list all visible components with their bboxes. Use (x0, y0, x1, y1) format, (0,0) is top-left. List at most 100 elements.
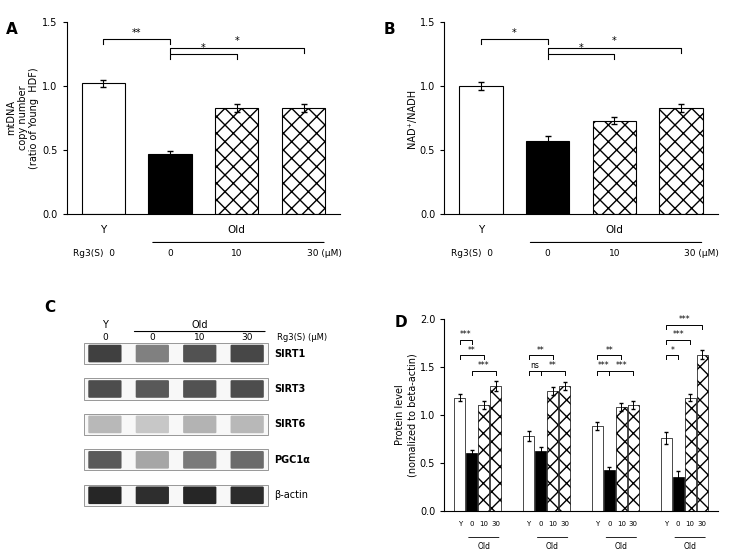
FancyBboxPatch shape (231, 451, 263, 468)
Text: Rg3(S)  0: Rg3(S) 0 (73, 249, 115, 258)
FancyBboxPatch shape (88, 345, 121, 362)
Bar (148, 154, 192, 214)
FancyBboxPatch shape (135, 416, 169, 433)
Text: B: B (384, 22, 396, 37)
Text: ***: *** (478, 361, 490, 370)
Text: A: A (7, 22, 18, 37)
Y-axis label: mtDNA
copy number
(ratio of Young  HDF): mtDNA copy number (ratio of Young HDF) (6, 67, 39, 169)
Text: **: ** (132, 28, 141, 38)
Text: 10: 10 (686, 521, 695, 527)
Text: Old: Old (615, 542, 628, 551)
Text: ***: *** (679, 315, 690, 324)
Text: ***: *** (673, 330, 684, 339)
Bar (659, 108, 703, 214)
Bar (684, 397, 696, 511)
FancyBboxPatch shape (135, 487, 169, 504)
Bar (661, 438, 672, 511)
Text: Y: Y (664, 521, 668, 527)
Text: *: * (670, 346, 674, 355)
FancyBboxPatch shape (231, 487, 263, 504)
Text: Old: Old (605, 225, 623, 235)
Bar (535, 451, 546, 511)
Text: ***: *** (616, 361, 628, 370)
FancyBboxPatch shape (88, 487, 121, 504)
Text: 0: 0 (545, 249, 551, 258)
Bar (559, 386, 570, 511)
FancyBboxPatch shape (88, 451, 121, 468)
Bar (593, 120, 636, 214)
Text: **: ** (468, 346, 476, 355)
Text: 30 (μM): 30 (μM) (684, 249, 719, 258)
FancyBboxPatch shape (231, 380, 263, 398)
Text: 10: 10 (194, 333, 206, 342)
Text: β-actin: β-actin (275, 490, 309, 500)
Bar (84, 343, 268, 364)
Bar (466, 453, 477, 511)
FancyBboxPatch shape (231, 345, 263, 362)
Text: SIRT1: SIRT1 (275, 349, 306, 359)
Text: Y: Y (595, 521, 599, 527)
Text: 10: 10 (480, 521, 488, 527)
FancyBboxPatch shape (88, 416, 121, 433)
Text: 10: 10 (617, 521, 626, 527)
Bar (696, 355, 707, 511)
Text: **: ** (536, 346, 545, 355)
Text: 0: 0 (676, 521, 680, 527)
Text: *: * (512, 28, 517, 38)
Text: Y: Y (478, 225, 484, 235)
Text: 30: 30 (560, 521, 569, 527)
Y-axis label: NAD⁺/NADH: NAD⁺/NADH (407, 88, 417, 148)
Bar (491, 386, 501, 511)
Text: ***: *** (460, 330, 471, 339)
Text: ns: ns (530, 361, 539, 370)
FancyBboxPatch shape (183, 345, 216, 362)
Text: 0: 0 (149, 333, 155, 342)
Text: Y: Y (102, 320, 108, 330)
Text: PGC1α: PGC1α (275, 455, 310, 465)
Text: Old: Old (192, 320, 208, 330)
Text: *: * (201, 43, 206, 53)
Y-axis label: Protein level
(nomalized to beta-actin): Protein level (nomalized to beta-actin) (395, 353, 417, 477)
Text: Rg3(S) (μM): Rg3(S) (μM) (278, 333, 327, 342)
Text: 10: 10 (608, 249, 620, 258)
Text: 30: 30 (241, 333, 253, 342)
FancyBboxPatch shape (88, 380, 121, 398)
FancyBboxPatch shape (135, 451, 169, 468)
FancyBboxPatch shape (183, 380, 216, 398)
Text: C: C (44, 300, 56, 315)
Text: SIRT3: SIRT3 (275, 384, 306, 394)
Bar (84, 485, 268, 506)
Bar (478, 405, 489, 511)
Bar (673, 477, 684, 511)
Text: Old: Old (477, 542, 491, 551)
Text: D: D (395, 315, 408, 330)
Text: 30: 30 (698, 521, 707, 527)
FancyBboxPatch shape (135, 380, 169, 398)
Text: *: * (579, 43, 583, 53)
Text: Old: Old (228, 225, 246, 235)
FancyBboxPatch shape (183, 487, 216, 504)
Text: 10: 10 (231, 249, 243, 258)
Bar (84, 379, 268, 400)
Text: *: * (612, 37, 616, 47)
Bar (460, 86, 502, 214)
Text: SIRT6: SIRT6 (275, 420, 306, 430)
Text: 0: 0 (470, 521, 474, 527)
Bar (215, 108, 258, 214)
Text: Old: Old (684, 542, 696, 551)
Bar (604, 471, 615, 511)
FancyBboxPatch shape (183, 451, 216, 468)
Bar (454, 397, 465, 511)
Text: 10: 10 (548, 521, 557, 527)
Text: Y: Y (458, 521, 462, 527)
Bar (81, 83, 125, 214)
Bar (84, 450, 268, 471)
Text: 0: 0 (607, 521, 612, 527)
Text: 0: 0 (102, 333, 108, 342)
Text: **: ** (549, 361, 556, 370)
Text: ***: *** (598, 361, 609, 370)
Text: **: ** (605, 346, 613, 355)
Bar (592, 426, 603, 511)
Text: Rg3(S)  0: Rg3(S) 0 (451, 249, 493, 258)
Bar (628, 405, 639, 511)
